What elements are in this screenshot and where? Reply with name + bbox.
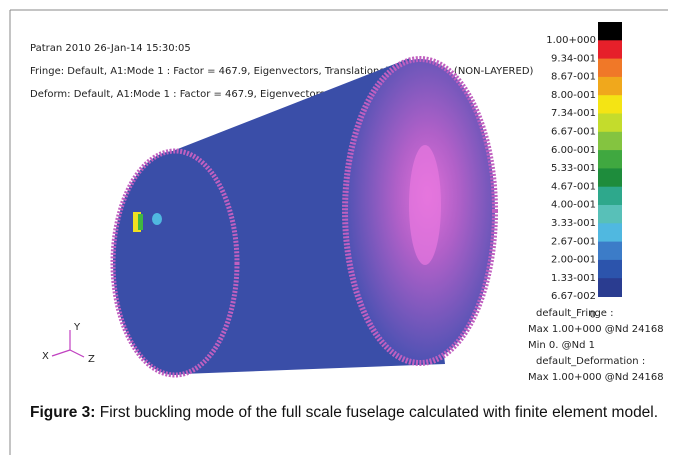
info-line: Max 1.00+000 @Nd 24168 bbox=[528, 372, 664, 383]
info-line: Max 1.00+000 @Nd 24168 bbox=[528, 324, 664, 335]
legend-label: 8.67-001 bbox=[551, 72, 596, 83]
legend-label: 6.00-001 bbox=[551, 145, 596, 156]
legend-label: 6.67-001 bbox=[551, 127, 596, 138]
info-line: default_Deformation : bbox=[536, 356, 645, 367]
legend-swatch bbox=[598, 40, 622, 59]
info-line: default_Fringe : bbox=[536, 308, 614, 319]
axis-label: Z bbox=[88, 354, 95, 365]
figure-page: Patran 2010 26-Jan-14 15:30:05 Fringe: D… bbox=[0, 0, 678, 457]
fuselage-model bbox=[113, 58, 495, 375]
legend-label: 4.67-001 bbox=[551, 181, 596, 192]
legend-label: 9.34-001 bbox=[551, 53, 596, 64]
legend-swatch bbox=[598, 168, 622, 187]
legend-swatch bbox=[598, 77, 622, 96]
legend-swatch bbox=[598, 150, 622, 169]
figure: Patran 2010 26-Jan-14 15:30:05 Fringe: D… bbox=[0, 0, 678, 457]
legend-swatch bbox=[598, 22, 622, 41]
legend-swatch bbox=[598, 95, 622, 114]
caption-label: Figure 3: bbox=[30, 404, 95, 421]
color-legend: 1.00+000 9.34-001 8.67-001 8.00-001 7.34-001… bbox=[546, 22, 622, 321]
header-line: Patran 2010 26-Jan-14 15:30:05 bbox=[30, 43, 191, 54]
legend-label: 4.00-001 bbox=[551, 200, 596, 211]
legend-label: 6.67-002 bbox=[551, 291, 596, 302]
legend-label: 8.00-001 bbox=[551, 90, 596, 101]
legend-label: 5.33-001 bbox=[551, 163, 596, 174]
legend-label: 1.00+000 bbox=[546, 35, 596, 46]
legend-swatch bbox=[598, 223, 622, 242]
legend-label: 7.34-001 bbox=[551, 108, 596, 119]
legend-label: 1.33-001 bbox=[551, 273, 596, 284]
legend-label: 2.67-001 bbox=[551, 236, 596, 247]
axis-label: Y bbox=[73, 322, 81, 333]
legend-swatch bbox=[598, 278, 622, 297]
legend-swatch bbox=[598, 205, 622, 224]
legend-swatch bbox=[598, 114, 622, 133]
legend-label: 3.33-001 bbox=[551, 218, 596, 229]
axis-triad bbox=[52, 330, 84, 357]
legend-swatch bbox=[598, 132, 622, 151]
legend-swatch bbox=[598, 260, 622, 279]
axis-label: X bbox=[42, 351, 49, 362]
caption: Figure 3: First buckling mode of the ful… bbox=[30, 402, 660, 424]
header-line: Fringe: Default, A1:Mode 1 : Factor = 46… bbox=[30, 66, 534, 77]
legend-label: 2.00-001 bbox=[551, 255, 596, 266]
legend-swatch bbox=[598, 242, 622, 261]
legend-swatch bbox=[598, 59, 622, 78]
legend-swatch bbox=[598, 187, 622, 206]
caption-text: First buckling mode of the full scale fu… bbox=[100, 404, 658, 421]
info-line: Min 0. @Nd 1 bbox=[528, 340, 595, 351]
